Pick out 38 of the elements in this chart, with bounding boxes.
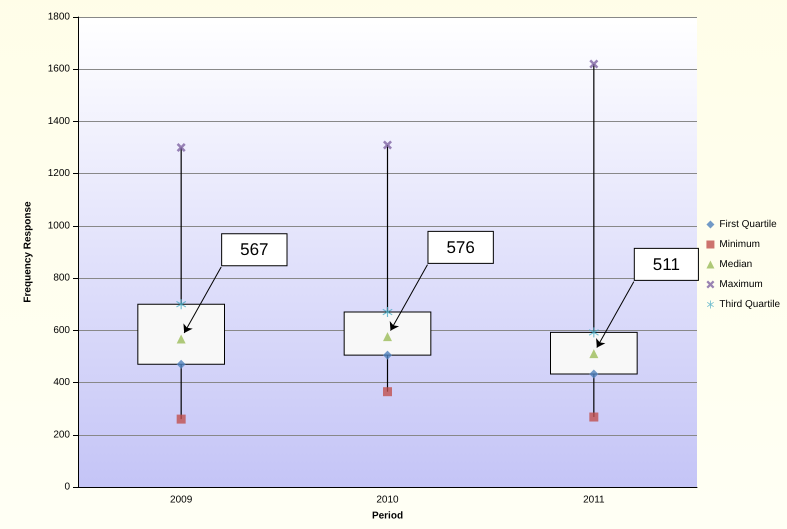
legend-label: First Quartile [719,219,778,230]
point [589,349,598,358]
annotation: 576 [446,238,475,257]
point [589,412,598,422]
legend-label: Maximum [719,279,763,290]
y-tick-label: 1800 [48,12,70,22]
y-axis-title: Frequency Response [22,200,34,303]
y-tick-label: 1200 [48,168,70,180]
point [176,360,186,369]
x-tick-label: 2011 [583,494,606,506]
y-tick-label: 600 [53,324,70,336]
x-tick-label: 2010 [376,494,400,506]
x-axis-title: Period [372,510,404,522]
y-tick-label: 0 [64,482,70,492]
x-tick-label: 2009 [170,494,193,506]
y-tick-label: 400 [53,377,70,388]
y-tick-label: 800 [53,272,70,284]
y-tick-label: 1600 [48,64,70,75]
point [382,307,392,318]
point [588,327,599,338]
point [176,414,186,424]
annotation: 511 [652,254,680,274]
point [176,143,186,152]
legend-label: Median [719,259,752,270]
legend-label: Minimum [719,239,760,250]
legend-label: Third Quartile [719,299,780,310]
point [176,299,186,310]
point [176,334,186,344]
y-tick-label: 200 [53,429,70,440]
point [589,60,598,68]
point [383,387,392,396]
y-tick-label: 1000 [48,220,70,232]
annotation: 567 [240,240,269,260]
point [383,332,392,342]
y-tick-label: 1400 [48,116,70,127]
point [589,369,598,378]
point [383,350,392,360]
point [383,140,392,150]
